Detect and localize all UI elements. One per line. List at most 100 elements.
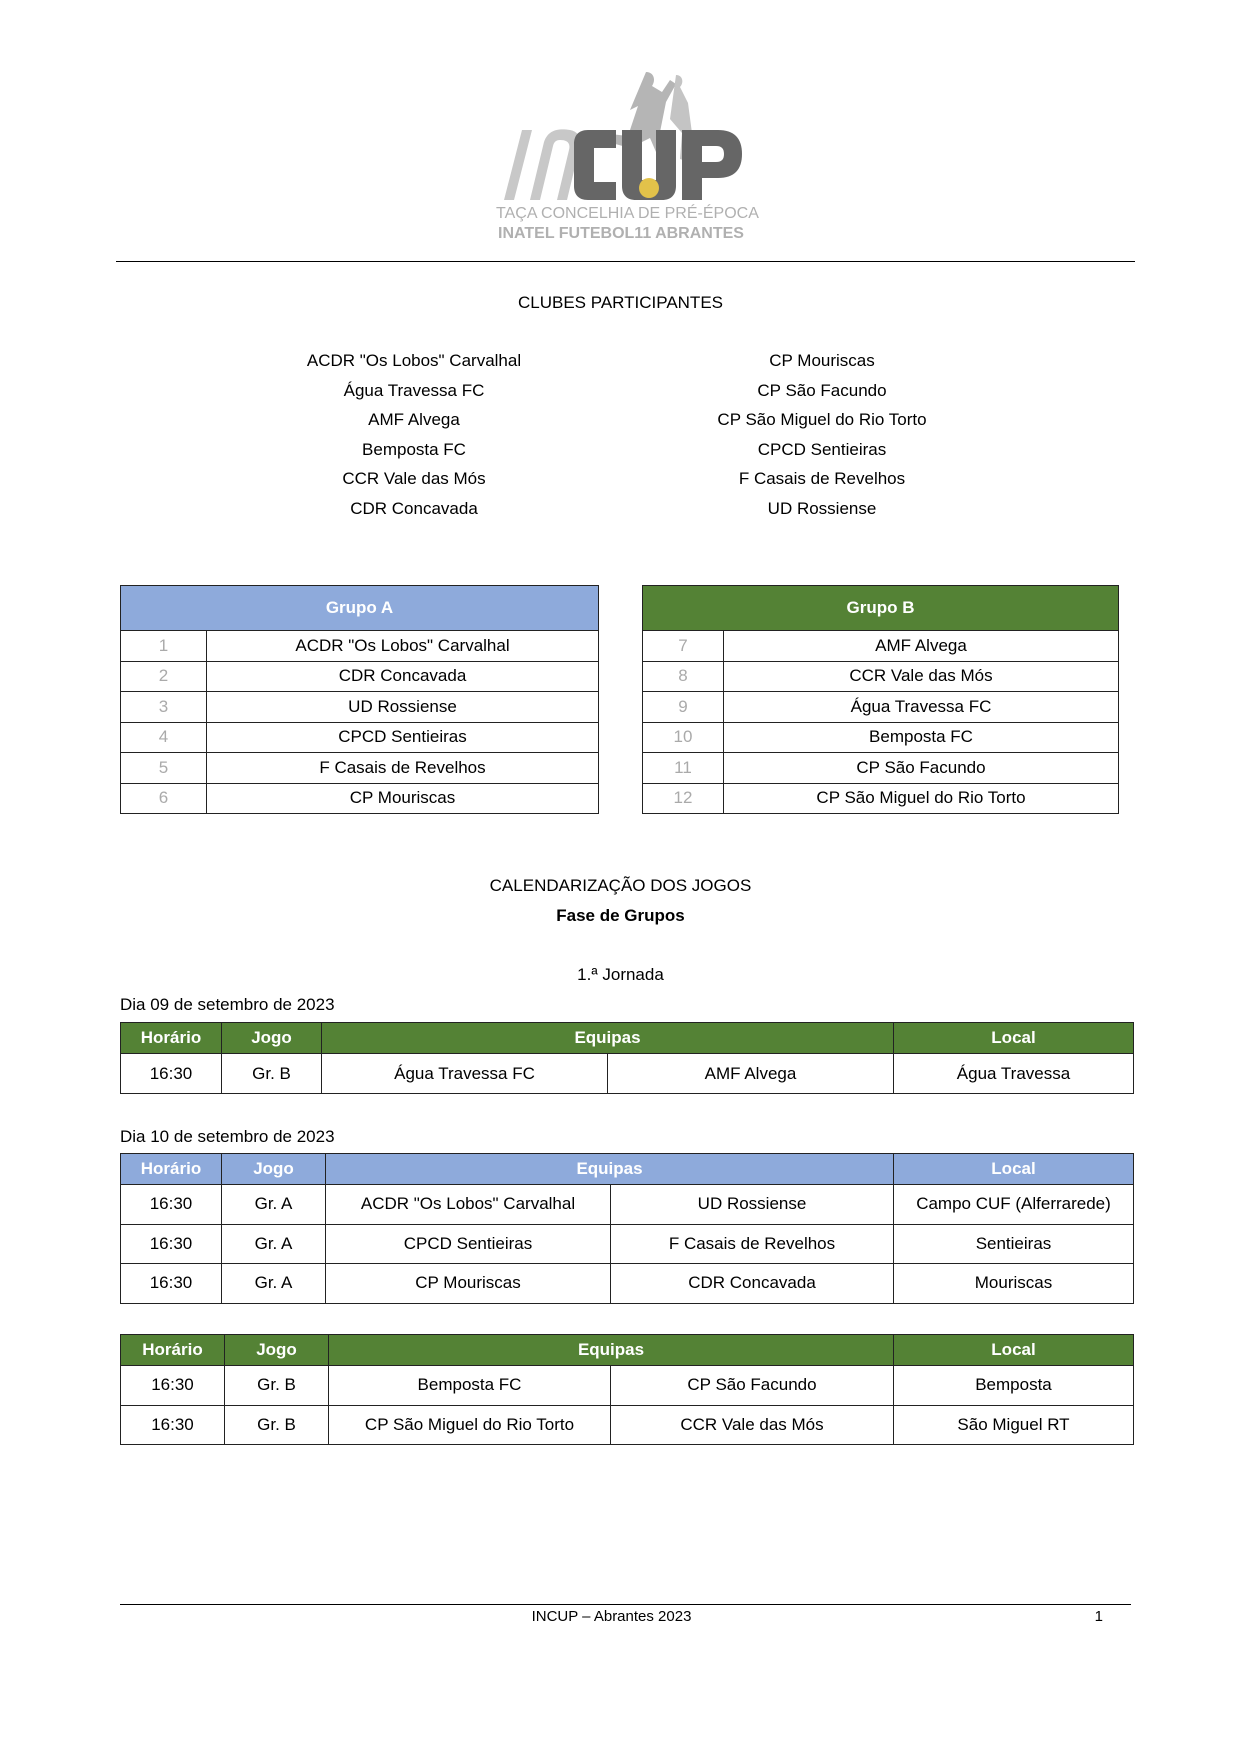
team-number: 4 xyxy=(120,721,207,753)
clubs-list-left: ACDR "Os Lobos" Carvalhal Água Travessa F… xyxy=(234,346,594,524)
header-divider xyxy=(116,261,1135,262)
table-row: 10 Bemposta FC xyxy=(642,721,1119,753)
team-number: 12 xyxy=(642,782,724,814)
header-row: Horário Jogo Equipas Local xyxy=(120,1334,1134,1366)
game-group: Gr. A xyxy=(221,1263,326,1304)
club-name: AMF Alvega xyxy=(368,410,460,430)
club-name: F Casais de Revelhos xyxy=(738,469,906,489)
header-game: Jogo xyxy=(221,1022,322,1054)
team-name: CPCD Sentieiras xyxy=(206,721,599,753)
group-header-row: Grupo A xyxy=(120,585,599,631)
game-group: Gr. B xyxy=(224,1365,329,1406)
club-name: ACDR "Os Lobos" Carvalhal xyxy=(306,351,522,370)
logo-subtitle-1: TAÇA CONCELHIA DE PRÉ-ÉPOCA xyxy=(496,205,759,222)
team-number: 10 xyxy=(642,721,724,753)
game-venue: Bemposta xyxy=(893,1365,1134,1406)
home-team: ACDR "Os Lobos" Carvalhal xyxy=(325,1184,611,1225)
team-number: 11 xyxy=(642,752,724,784)
home-team: CP Mouriscas xyxy=(325,1263,611,1304)
team-number: 7 xyxy=(642,630,724,662)
home-team: Água Travessa FC xyxy=(321,1053,608,1094)
table-row: 2 CDR Concavada xyxy=(120,660,599,692)
header-venue: Local xyxy=(893,1334,1134,1366)
game-time: 16:30 xyxy=(120,1223,222,1264)
footer-text: INCUP – Abrantes 2023 xyxy=(531,1608,692,1625)
clubs-title: CLUBES PARTICIPANTES xyxy=(518,293,723,312)
game-row: 16:30 Gr. A CPCD Sentieiras F Casais de Rev… xyxy=(120,1223,1134,1264)
team-name: CDR Concavada xyxy=(206,660,599,692)
day1-games-table: Horário Jogo Equipas Local 16:30 Gr. B Água Tr… xyxy=(120,1022,1134,1094)
away-team: CDR Concavada xyxy=(610,1263,894,1304)
footer: INCUP – Abrantes 2023 1 xyxy=(120,1608,1131,1626)
away-team: F Casais de Revelhos xyxy=(610,1223,894,1264)
logo-subtitle-2: INATEL FUTEBOL11 ABRANTES xyxy=(498,225,744,242)
club-name: Água Travessa FC xyxy=(343,380,485,400)
game-venue: Campo CUF (Alferrarede) xyxy=(893,1184,1134,1225)
header-game: Jogo xyxy=(224,1334,329,1366)
header-venue: Local xyxy=(893,1153,1134,1185)
game-group: Gr. B xyxy=(221,1053,322,1094)
club-name: CP Mouriscas xyxy=(769,351,875,370)
group-title: Grupo B xyxy=(642,585,1119,631)
round-title: 1.ª Jornada xyxy=(577,965,664,984)
club-name: CPCD Sentieiras xyxy=(757,439,887,459)
table-row: 8 CCR Vale das Mós xyxy=(642,660,1119,692)
table-row: 4 CPCD Sentieiras xyxy=(120,721,599,753)
table-row: 7 AMF Alvega xyxy=(642,630,1119,662)
game-row: 16:30 Gr. B CP São Miguel do Rio Torto CCR … xyxy=(120,1404,1134,1445)
day2-group-a-table: Horário Jogo Equipas Local 16:30 Gr. A ACDR "O… xyxy=(120,1153,1134,1304)
footer-divider xyxy=(120,1604,1131,1605)
game-time: 16:30 xyxy=(120,1053,222,1094)
away-team: CCR Vale das Mós xyxy=(610,1404,894,1445)
header-teams: Equipas xyxy=(325,1153,894,1185)
team-number: 2 xyxy=(120,660,207,692)
header-teams: Equipas xyxy=(321,1022,894,1054)
game-group: Gr. B xyxy=(224,1404,329,1445)
game-row: 16:30 Gr. B Bemposta FC CP São Facundo Bempo… xyxy=(120,1365,1134,1406)
game-venue: Sentieiras xyxy=(893,1223,1134,1264)
game-row: 16:30 Gr. A CP Mouriscas CDR Concavada Mouri… xyxy=(120,1263,1134,1304)
team-name: CP São Miguel do Rio Torto xyxy=(723,782,1119,814)
club-name: CP São Miguel do Rio Torto xyxy=(717,410,927,430)
game-venue: São Miguel RT xyxy=(893,1404,1134,1445)
home-team: CPCD Sentieiras xyxy=(325,1223,611,1264)
game-row: 16:30 Gr. B Água Travessa FC AMF Alvega Água… xyxy=(120,1053,1134,1094)
group-a-table: Grupo A 1 ACDR "Os Lobos" Carvalhal 2 CDR Co… xyxy=(120,585,599,814)
team-name: CP São Facundo xyxy=(723,752,1119,784)
header-time: Horário xyxy=(120,1153,222,1185)
team-name: CP Mouriscas xyxy=(206,782,599,814)
club-name: CCR Vale das Mós xyxy=(342,469,486,489)
page-number: 1 xyxy=(1094,1608,1104,1625)
team-name: F Casais de Revelhos xyxy=(206,752,599,784)
table-row: 6 CP Mouriscas xyxy=(120,782,599,814)
day2-group-b-table: Horário Jogo Equipas Local 16:30 Gr. B Bempost… xyxy=(120,1334,1134,1445)
team-name: Bemposta FC xyxy=(723,721,1119,753)
team-number: 9 xyxy=(642,691,724,723)
club-name: CDR Concavada xyxy=(350,498,478,518)
header-teams: Equipas xyxy=(328,1334,894,1366)
group-title: Grupo A xyxy=(120,585,599,631)
schedule-title: CALENDARIZAÇÃO DOS JOGOS xyxy=(489,876,752,895)
header-game: Jogo xyxy=(221,1153,326,1185)
game-venue: Água Travessa xyxy=(893,1053,1134,1094)
game-group: Gr. A xyxy=(221,1223,326,1264)
phase-title: Fase de Grupos xyxy=(556,906,685,925)
team-name: CCR Vale das Mós xyxy=(723,660,1119,692)
away-team: AMF Alvega xyxy=(607,1053,894,1094)
game-row: 16:30 Gr. A ACDR "Os Lobos" Carvalhal UD Ro… xyxy=(120,1184,1134,1225)
game-time: 16:30 xyxy=(120,1184,222,1225)
away-team: UD Rossiense xyxy=(610,1184,894,1225)
group-b-table: Grupo B 7 AMF Alvega 8 CCR Vale das Mós 9 Água… xyxy=(642,585,1119,814)
table-row: 3 UD Rossiense xyxy=(120,691,599,723)
table-row: 11 CP São Facundo xyxy=(642,752,1119,784)
game-venue: Mouriscas xyxy=(893,1263,1134,1304)
club-name: UD Rossiense xyxy=(767,498,877,518)
team-number: 6 xyxy=(120,782,207,814)
header-row: Horário Jogo Equipas Local xyxy=(120,1022,1134,1054)
team-name: Água Travessa FC xyxy=(723,691,1119,723)
incup-logo: TAÇA CONCELHIA DE PRÉ-ÉPOCA INATEL FUTEB… xyxy=(496,70,759,244)
table-row: 1 ACDR "Os Lobos" Carvalhal xyxy=(120,630,599,662)
incup-logo-graphic xyxy=(504,72,742,200)
clubs-list-right: CP Mouriscas CP São Facundo CP São Miguel … xyxy=(642,346,1002,524)
